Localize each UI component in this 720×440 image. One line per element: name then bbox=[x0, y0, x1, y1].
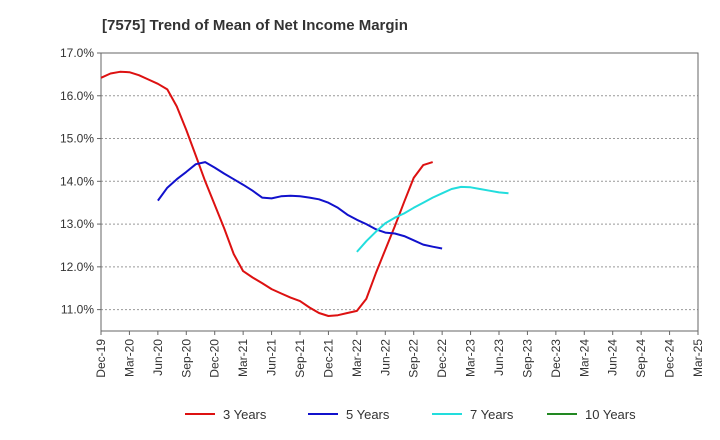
legend: 3 Years 5 Years 7 Years 10 Years bbox=[185, 407, 636, 422]
y-tick-label: 17.0% bbox=[60, 46, 94, 60]
y-tick-label: 14.0% bbox=[60, 174, 94, 188]
x-tick-label: Sep-22 bbox=[407, 339, 421, 378]
chart-title: [7575] Trend of Mean of Net Income Margi… bbox=[102, 17, 408, 34]
y-tick-label: 11.0% bbox=[61, 303, 94, 317]
x-tick-label: Dec-19 bbox=[94, 339, 108, 378]
x-tick-label: Sep-24 bbox=[634, 339, 648, 378]
series-layer bbox=[100, 70, 509, 317]
y-tick-label: 15.0% bbox=[60, 132, 94, 146]
y-tick-label: 12.0% bbox=[60, 260, 94, 274]
x-tick-label: Dec-22 bbox=[435, 339, 449, 378]
x-tick-label: Mar-24 bbox=[577, 339, 591, 377]
x-tick-label: Mar-21 bbox=[236, 339, 250, 377]
x-tick-label: Jun-20 bbox=[151, 339, 165, 376]
series-line-3-years bbox=[100, 70, 434, 317]
legend-label-10-years: 10 Years bbox=[585, 407, 636, 422]
x-tick-label: Mar-25 bbox=[691, 339, 705, 377]
x-tick-label: Dec-23 bbox=[549, 339, 563, 378]
x-tick-label: Dec-20 bbox=[208, 339, 222, 378]
legend-label-5-years: 5 Years bbox=[346, 407, 390, 422]
x-tick-label: Jun-23 bbox=[492, 339, 506, 376]
x-tick-label: Jun-24 bbox=[606, 339, 620, 376]
x-tick-label: Sep-21 bbox=[293, 339, 307, 378]
plot-frame bbox=[100, 52, 699, 332]
x-tick-label: Dec-21 bbox=[321, 339, 335, 378]
x-tick-label: Dec-24 bbox=[663, 339, 677, 378]
axis-layer: 11.0% 12.0% 13.0% 14.0% 15.0% 16.0% 17.0% Dec-1… bbox=[60, 46, 705, 378]
legend-label-3-years: 3 Years bbox=[223, 407, 267, 422]
x-tick-label: Sep-23 bbox=[520, 339, 534, 378]
x-tick-label: Mar-23 bbox=[464, 339, 478, 377]
x-tick-label: Jun-22 bbox=[378, 339, 392, 376]
y-tick-label: 13.0% bbox=[60, 217, 94, 231]
x-tick-label: Jun-21 bbox=[265, 339, 279, 376]
grid-layer bbox=[101, 52, 698, 311]
series-line-7-years bbox=[356, 185, 509, 253]
y-tick-label: 16.0% bbox=[60, 89, 94, 103]
x-tick-label: Sep-20 bbox=[179, 339, 193, 378]
x-tick-label: Mar-20 bbox=[122, 339, 136, 377]
legend-label-7-years: 7 Years bbox=[470, 407, 514, 422]
x-tick-label: Mar-22 bbox=[350, 339, 364, 377]
series-line-5-years bbox=[157, 161, 443, 250]
